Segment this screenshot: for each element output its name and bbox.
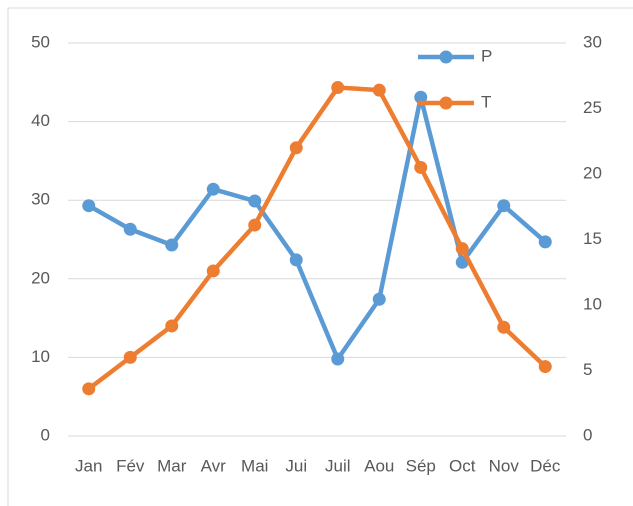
y2-tick-label: 20 <box>583 163 602 182</box>
series-marker <box>289 253 303 267</box>
series-marker <box>414 90 428 104</box>
legend-label: T <box>481 92 491 111</box>
x-tick-label: Jui <box>285 456 307 475</box>
y2-tick-label: 30 <box>583 32 602 51</box>
y-tick-label: 0 <box>41 425 50 444</box>
series-marker <box>538 360 552 374</box>
series-marker <box>372 83 386 97</box>
y2-tick-label: 10 <box>583 294 602 313</box>
y2-tick-label: 25 <box>583 98 602 117</box>
series-marker <box>455 242 469 256</box>
series-marker <box>289 141 303 155</box>
y2-tick-label: 15 <box>583 229 602 248</box>
series-marker <box>165 238 179 252</box>
series-marker <box>123 350 137 364</box>
series-marker <box>497 199 511 213</box>
x-tick-label: Déc <box>530 456 561 475</box>
series-marker <box>82 199 96 213</box>
y-tick-label: 50 <box>31 32 50 51</box>
series-marker <box>206 182 220 196</box>
series-line <box>87 94 547 362</box>
y-tick-label: 30 <box>31 190 50 209</box>
x-tick-label: Juil <box>325 456 351 475</box>
series-marker <box>248 194 262 208</box>
series-marker <box>372 292 386 306</box>
x-tick-label: Avr <box>201 456 227 475</box>
series-marker <box>248 218 262 232</box>
series-marker <box>206 264 220 278</box>
series-marker <box>165 319 179 333</box>
series-marker <box>331 81 345 95</box>
y-tick-label: 20 <box>31 268 50 287</box>
y-tick-label: 10 <box>31 347 50 366</box>
series-line <box>87 85 547 391</box>
x-tick-label: Aou <box>364 456 394 475</box>
series-marker <box>538 235 552 249</box>
x-tick-label: Mar <box>157 456 187 475</box>
x-tick-label: Fév <box>116 456 145 475</box>
legend-label: P <box>481 46 492 65</box>
x-tick-label: Mai <box>241 456 268 475</box>
x-tick-label: Sép <box>406 456 436 475</box>
y2-tick-label: 0 <box>583 425 592 444</box>
y-tick-label: 40 <box>31 111 50 130</box>
y2-tick-label: 5 <box>583 360 592 379</box>
series-marker <box>123 222 137 236</box>
series-marker <box>331 352 345 366</box>
x-tick-label: Oct <box>449 456 476 475</box>
x-tick-label: Nov <box>489 456 520 475</box>
x-tick-label: Jan <box>75 456 102 475</box>
series-marker <box>414 160 428 174</box>
legend-marker <box>439 96 453 110</box>
series-marker <box>497 320 511 334</box>
series-marker <box>82 382 96 396</box>
legend-marker <box>439 50 453 64</box>
